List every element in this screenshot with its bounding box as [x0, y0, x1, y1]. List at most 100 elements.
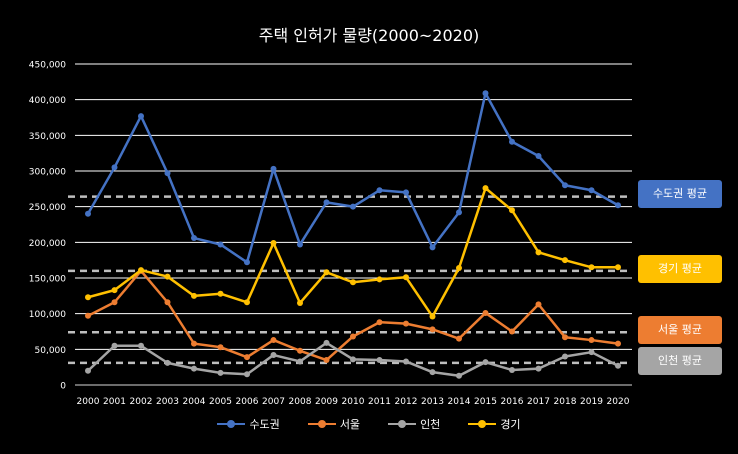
x-tick-label: 2001 — [103, 397, 126, 407]
series-line — [86, 91, 619, 264]
data-point — [164, 170, 171, 177]
y-tick-label: 300,000 — [29, 168, 66, 178]
data-point — [403, 320, 409, 327]
average-badge: 수도권 평균 — [638, 180, 722, 208]
data-point — [323, 269, 330, 276]
x-tick-label: 2015 — [474, 397, 497, 407]
data-point — [270, 165, 277, 172]
data-point — [297, 299, 303, 306]
data-point — [244, 299, 250, 306]
legend-swatch — [388, 420, 417, 428]
y-tick-label: 450,000 — [29, 61, 66, 71]
data-point — [85, 294, 91, 301]
y-tick-label: 0 — [60, 382, 66, 392]
legend-label: 인천 — [420, 418, 441, 431]
data-point — [482, 185, 489, 192]
legend-swatch — [217, 420, 246, 428]
data-point — [270, 352, 277, 359]
y-tick-label: 150,000 — [29, 275, 66, 285]
data-point — [85, 367, 91, 374]
data-point — [244, 354, 250, 361]
average-badge: 서울 평균 — [638, 316, 722, 344]
legend-item: 서울 — [307, 416, 360, 432]
data-point — [297, 347, 303, 354]
x-tick-label: 2018 — [554, 397, 577, 407]
data-point — [376, 276, 383, 283]
data-point — [615, 264, 621, 271]
x-tick-label: 2011 — [368, 397, 391, 407]
data-point — [588, 337, 595, 344]
legend-label: 경기 — [500, 418, 521, 431]
legend-label: 수도권 — [249, 418, 280, 431]
data-point — [588, 264, 595, 271]
data-point — [217, 290, 224, 297]
data-point — [297, 241, 303, 248]
legend-item: 수도권 — [217, 416, 280, 432]
x-tick-label: 2000 — [77, 397, 100, 407]
data-point — [270, 240, 277, 247]
data-point — [138, 113, 144, 120]
x-tick-label: 2019 — [580, 397, 603, 407]
x-tick-label: 2012 — [395, 397, 418, 407]
data-point — [217, 344, 224, 351]
x-tick-label: 2006 — [236, 397, 259, 407]
x-tick-label: 2007 — [262, 397, 285, 407]
x-tick-label: 2014 — [448, 397, 471, 407]
data-point — [376, 319, 383, 326]
y-tick-label: 50,000 — [35, 346, 67, 356]
data-point — [164, 273, 171, 280]
data-point — [270, 337, 277, 344]
data-point — [562, 257, 568, 264]
data-point — [191, 292, 197, 299]
data-point — [350, 333, 356, 340]
chart-legend: 수도권 서울 인천 경기 — [0, 416, 738, 432]
data-point — [615, 340, 621, 347]
data-point — [509, 207, 515, 214]
data-point — [482, 90, 489, 97]
data-point — [509, 138, 515, 145]
x-tick-label: 2005 — [209, 397, 232, 407]
data-point — [562, 353, 568, 360]
series-lines — [85, 90, 621, 379]
data-point — [350, 203, 356, 210]
data-point — [403, 189, 409, 196]
x-tick-label: 2009 — [315, 397, 338, 407]
legend-swatch — [307, 420, 336, 428]
data-point — [323, 339, 330, 346]
data-point — [111, 287, 118, 294]
data-point — [191, 365, 197, 372]
data-point — [85, 210, 91, 217]
average-lines — [68, 195, 632, 365]
data-point — [588, 187, 595, 194]
x-tick-label: 2013 — [421, 397, 444, 407]
y-tick-label: 350,000 — [29, 132, 66, 142]
x-axis-ticks: 2000 2001 2002 2003 2004 2005 2006 2007 2008 2009… — [77, 397, 630, 407]
y-tick-label: 200,000 — [29, 239, 66, 249]
data-point — [588, 349, 595, 356]
data-point — [403, 274, 409, 281]
data-point — [111, 299, 118, 306]
x-tick-label: 2017 — [527, 397, 550, 407]
x-tick-label: 2004 — [183, 397, 206, 407]
data-point — [429, 244, 436, 251]
data-point — [509, 367, 515, 374]
data-point — [191, 340, 197, 347]
x-tick-label: 2002 — [130, 397, 153, 407]
data-point — [456, 265, 462, 272]
data-point — [138, 267, 144, 274]
data-point — [562, 334, 568, 341]
legend-swatch — [468, 420, 497, 428]
data-point — [85, 312, 91, 319]
data-point — [535, 153, 542, 160]
average-badge: 인천 평균 — [638, 347, 722, 375]
data-point — [111, 164, 118, 171]
data-point — [323, 199, 330, 206]
data-point — [509, 328, 515, 335]
data-point — [111, 342, 118, 349]
data-point — [138, 342, 144, 349]
data-point — [482, 359, 489, 366]
legend-item: 경기 — [468, 416, 521, 432]
y-tick-label: 250,000 — [29, 203, 66, 213]
data-point — [217, 369, 224, 376]
